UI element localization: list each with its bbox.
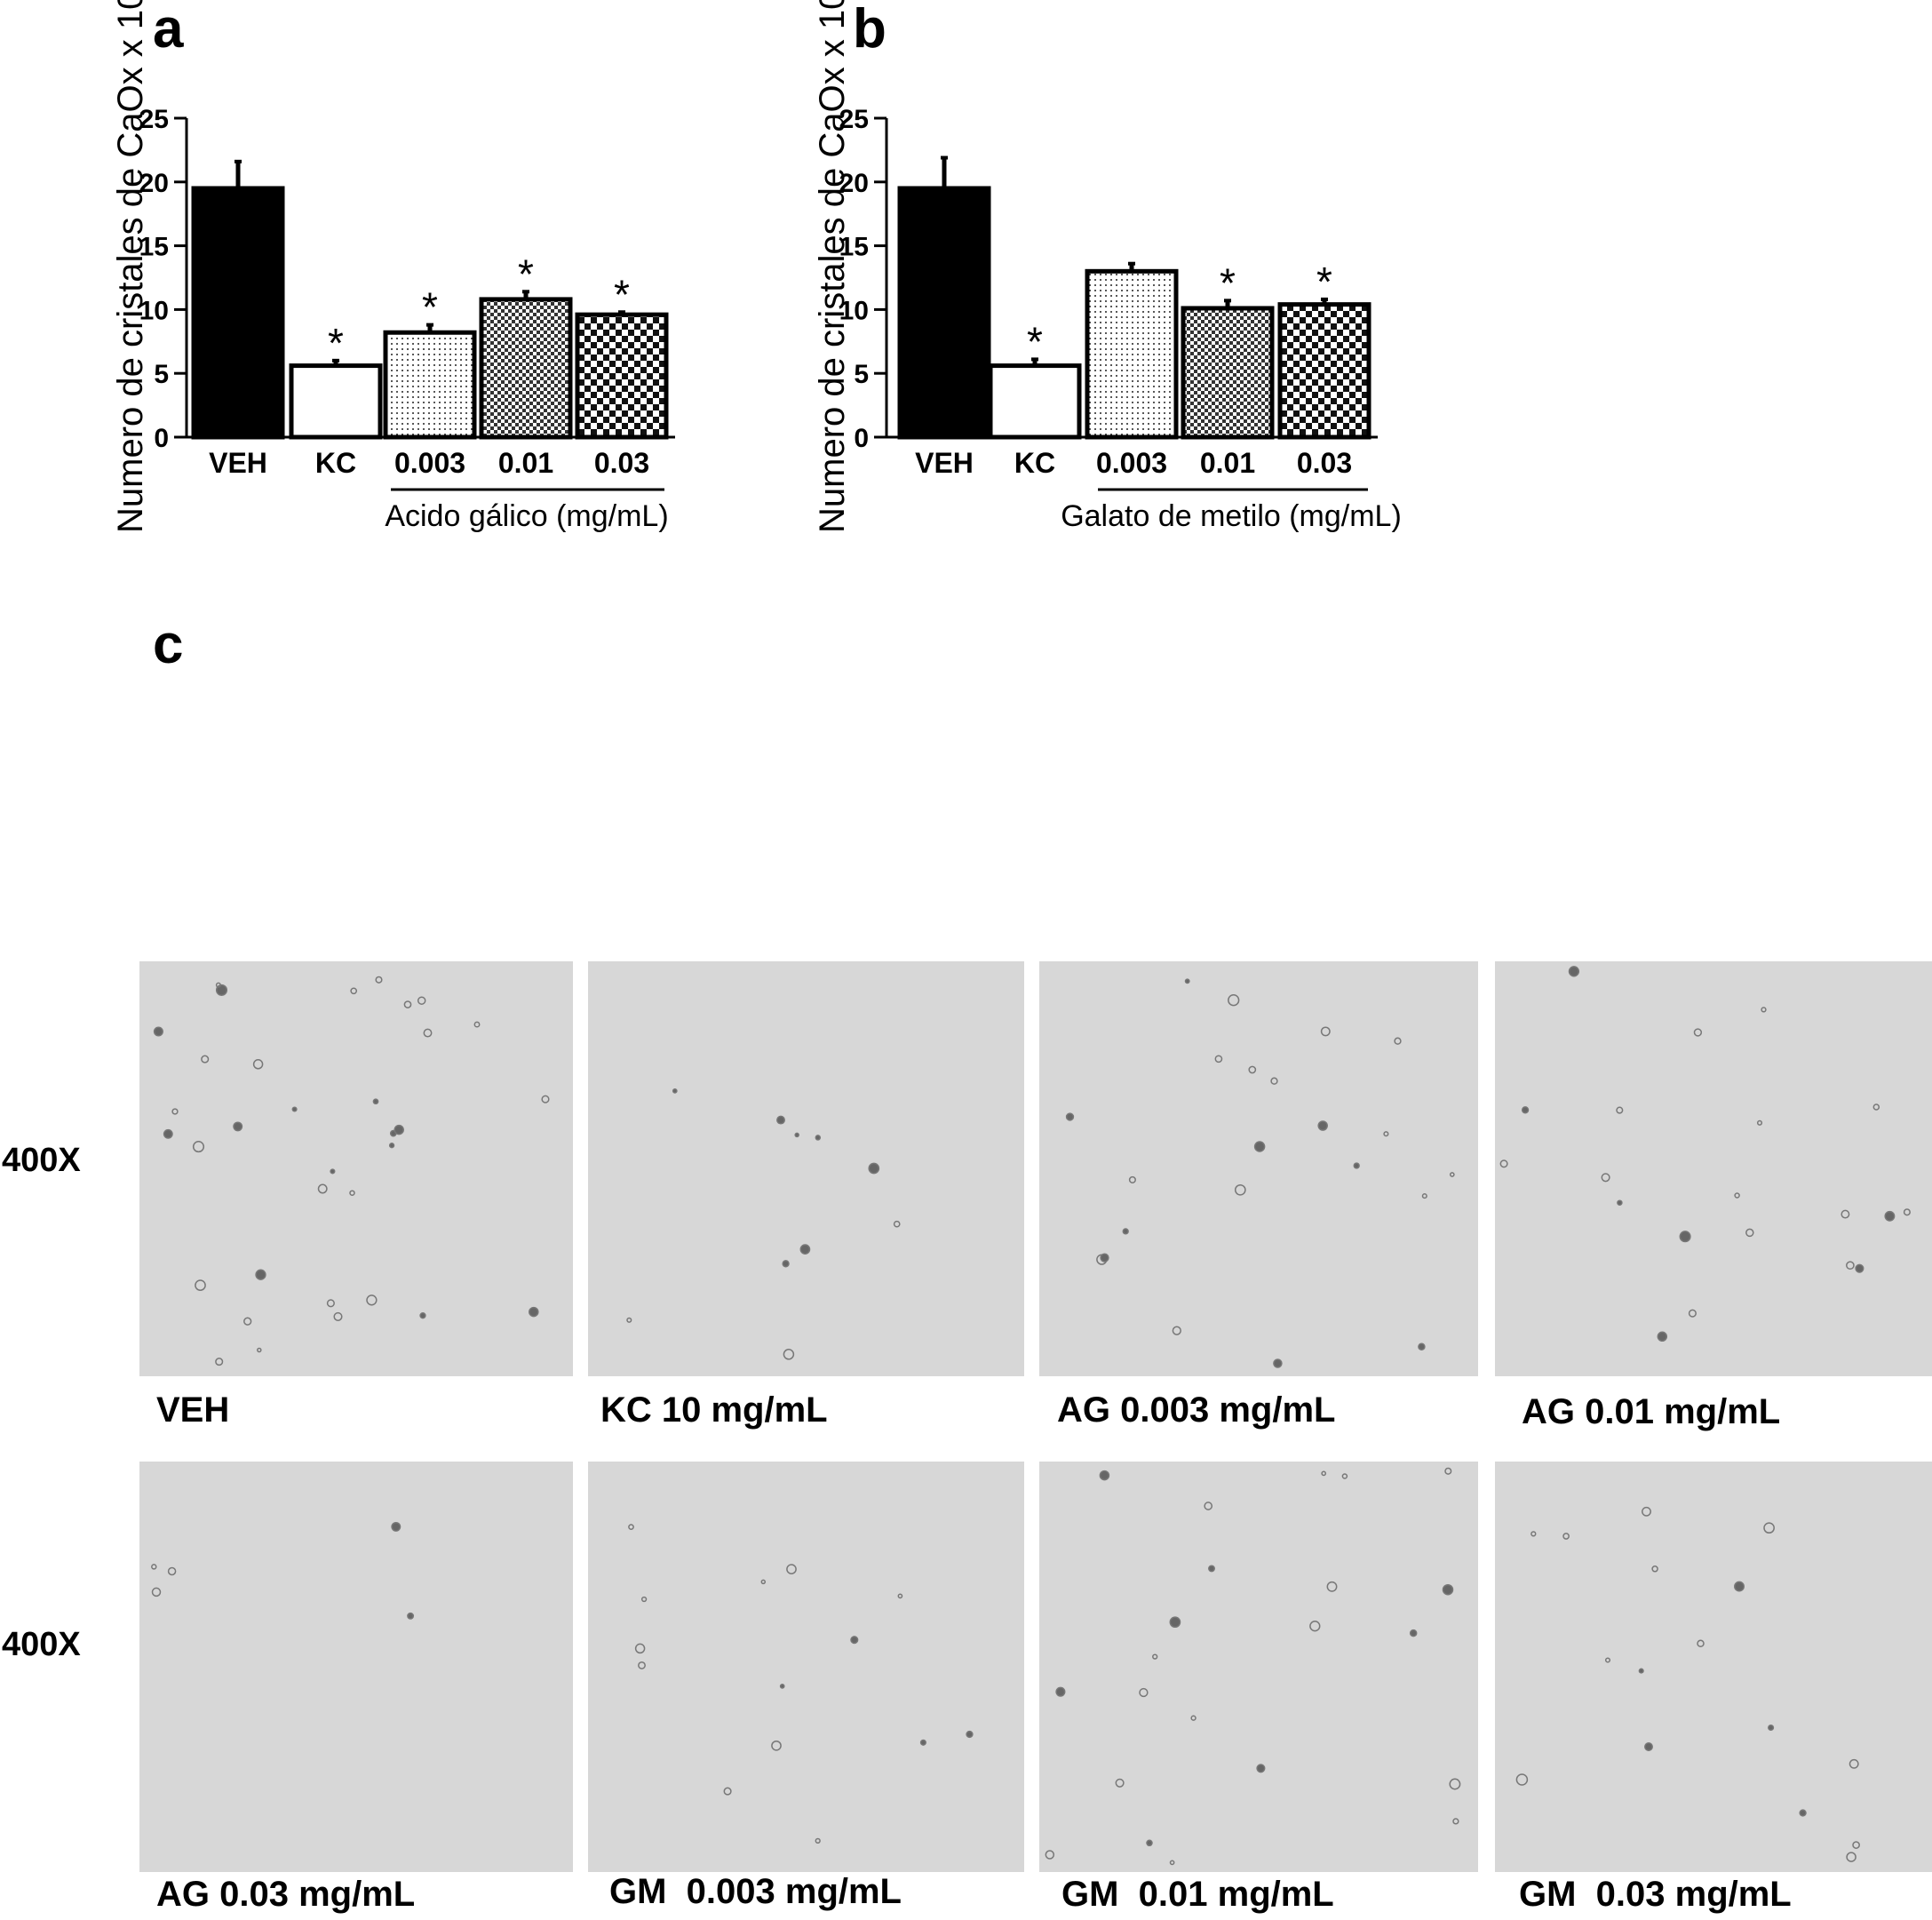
x-tick-label: VEH [915, 447, 974, 479]
micrograph-caption: AG 0.003 mg/mL [1057, 1390, 1336, 1430]
crystal-specks [1499, 966, 1911, 1342]
y-tick-label: 10 [139, 296, 169, 325]
y-tick-label: 20 [839, 169, 869, 198]
bar-0.003 [383, 330, 477, 440]
bar-KC [988, 363, 1082, 440]
x-tick-label: 0.01 [498, 447, 553, 479]
y-axis-label: Numero de cristales de CaOx x 106/mL [808, 0, 852, 533]
magnification-label-row1: 400X [2, 1142, 81, 1179]
group-label: Galato de metilo (mg/mL) [1061, 499, 1402, 533]
micrograph-ag-003 [139, 1462, 573, 1872]
significance-marker: * [328, 320, 344, 366]
x-tick-label: 0.003 [1096, 447, 1167, 479]
panel-label-c: c [153, 614, 184, 675]
crystal-specks [1045, 1467, 1461, 1866]
micrograph-caption: VEH [156, 1390, 230, 1430]
y-axis-label: Numero de cristales de CaOx x 106/mL [107, 0, 150, 533]
crystal-specks [1515, 1506, 1860, 1862]
micrograph-veh [139, 961, 573, 1376]
micrograph-caption: AG 0.01 mg/mL [1522, 1392, 1781, 1431]
significance-marker: * [1316, 259, 1332, 305]
significance-marker: * [518, 251, 534, 297]
micrograph-caption: GM 0.03 mg/mL [1519, 1875, 1792, 1914]
bar-0.03 [575, 312, 669, 440]
panel-label-a: a [153, 0, 184, 60]
significance-marker: * [1220, 259, 1236, 306]
significance-marker: * [422, 284, 438, 331]
crystal-specks [151, 1521, 415, 1620]
micrograph-caption: GM 0.01 mg/mL [1061, 1875, 1334, 1914]
micrograph-ag-0003 [1039, 961, 1478, 1376]
y-tick-label: 15 [139, 233, 169, 262]
y-tick-label: 0 [154, 424, 169, 453]
y-tick-label: 25 [139, 105, 169, 134]
y-tick-label: 15 [839, 233, 869, 262]
y-tick-label: 5 [154, 360, 169, 389]
micrograph-caption: AG 0.03 mg/mL [156, 1875, 416, 1914]
micrograph-caption: KC 10 mg/mL [600, 1390, 828, 1430]
y-tick-label: 10 [839, 296, 869, 325]
bar-0.01 [479, 297, 573, 440]
y-tick-label: 20 [139, 169, 169, 198]
y-tick-label: 0 [854, 424, 869, 453]
panel-label-b: b [853, 0, 886, 60]
x-tick-label: 0.03 [594, 447, 649, 479]
micrograph-gm-003 [1495, 1462, 1932, 1872]
y-tick-label: 25 [839, 105, 869, 134]
significance-marker: * [614, 271, 630, 317]
micrograph-gm-001 [1039, 1462, 1478, 1872]
micrograph-caption: GM 0.003 mg/mL [609, 1872, 902, 1911]
crystal-specks [628, 1524, 974, 1844]
micrograph-gm-0003 [588, 1462, 1024, 1872]
crystal-specks [626, 1088, 901, 1360]
bar-0.03 [1277, 302, 1371, 440]
x-tick-label: 0.003 [394, 447, 465, 479]
x-tick-label: KC [315, 447, 356, 479]
bar-0.01 [1181, 306, 1275, 440]
bar-VEH [897, 186, 991, 440]
crystal-specks [1065, 978, 1455, 1368]
x-tick-label: VEH [209, 447, 267, 479]
bar-VEH [191, 186, 285, 440]
x-tick-label: KC [1014, 447, 1055, 479]
significance-marker: * [1027, 318, 1043, 364]
x-tick-label: 0.03 [1297, 447, 1352, 479]
x-tick-label: 0.01 [1200, 447, 1255, 479]
y-tick-label: 5 [854, 360, 869, 389]
bar-0.003 [1085, 268, 1179, 440]
bar-KC [289, 363, 383, 440]
group-label: Acido gálico (mg/mL) [385, 499, 668, 533]
crystal-specks [153, 976, 550, 1366]
magnification-label-row2: 400X [2, 1626, 81, 1663]
micrograph-kc [588, 961, 1024, 1376]
micrograph-ag-001 [1495, 961, 1932, 1376]
